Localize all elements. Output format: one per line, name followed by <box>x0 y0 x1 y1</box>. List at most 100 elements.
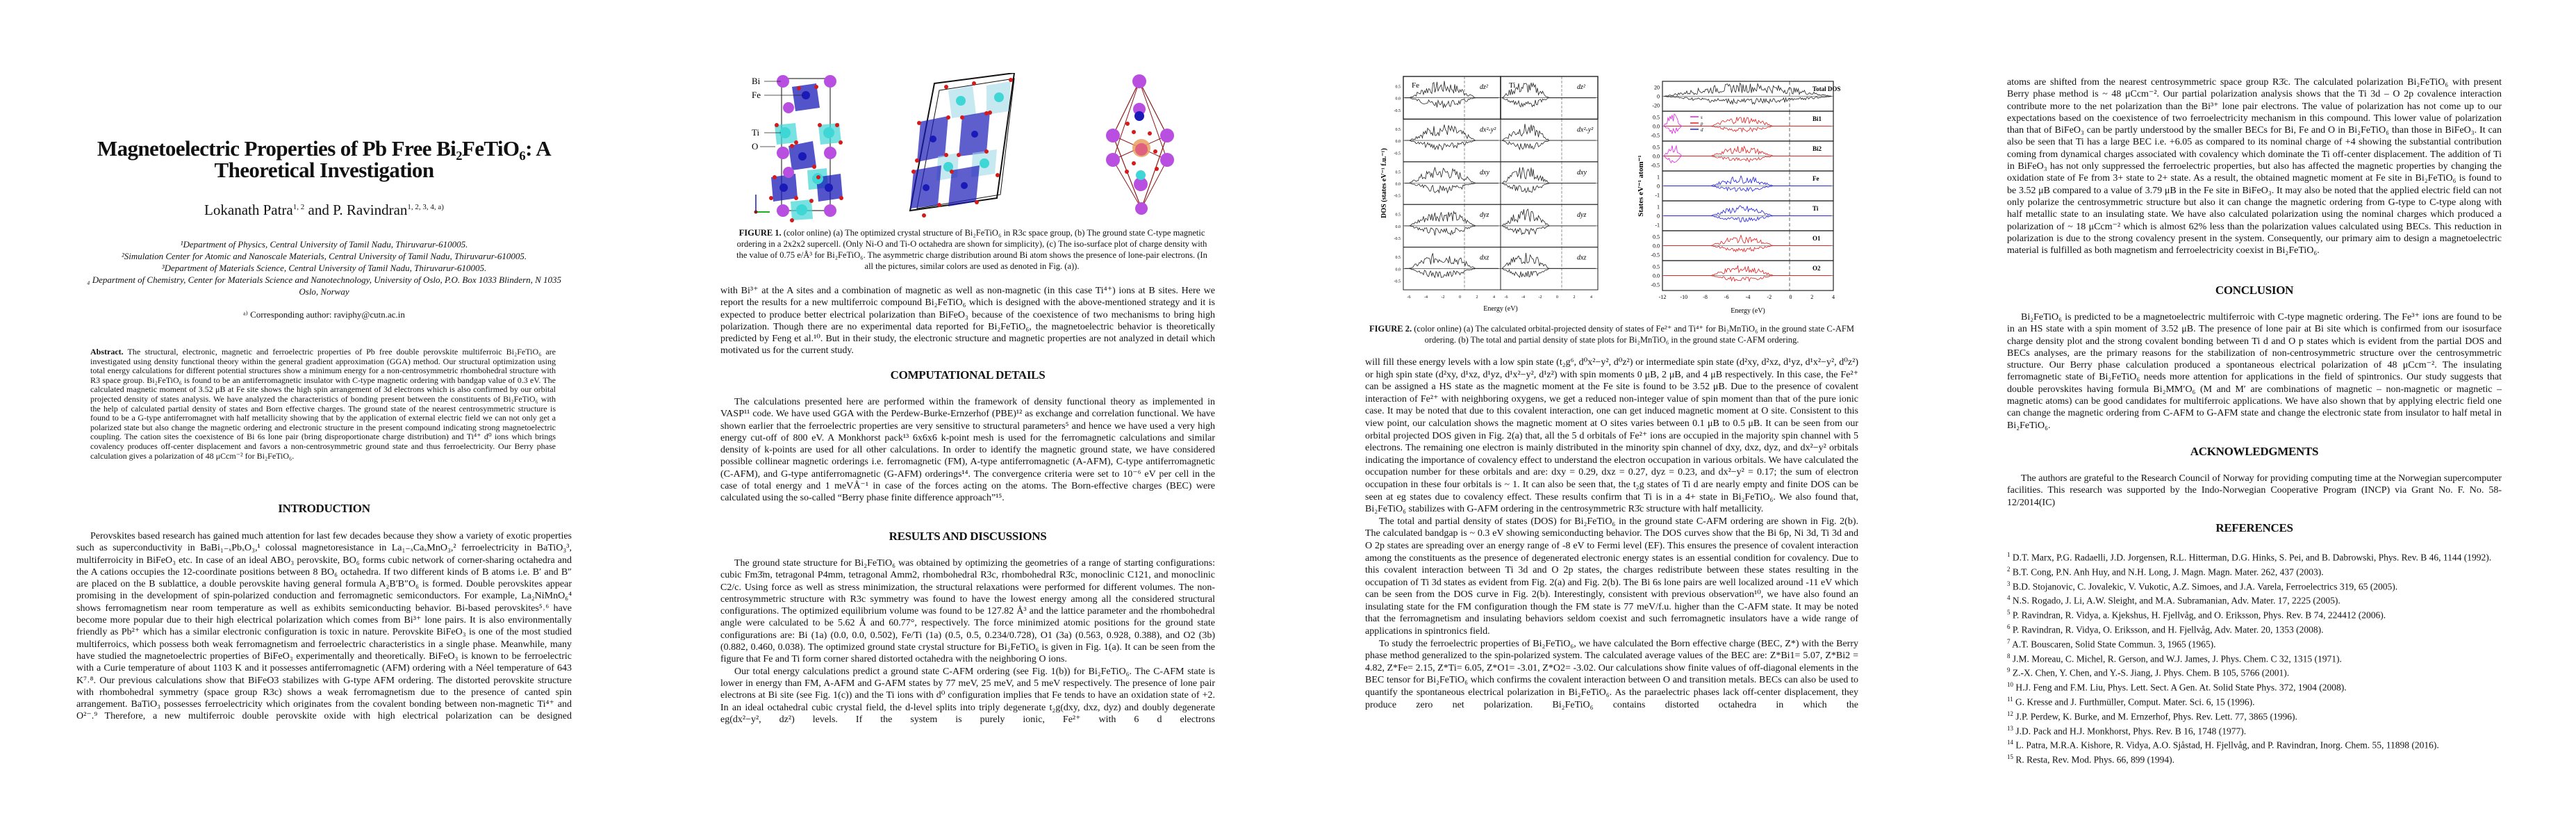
y-tick-label: -0.5 <box>1394 237 1401 241</box>
y-tick-label: 0 <box>1657 183 1660 190</box>
orbital-label: dx²-y² <box>1577 126 1594 133</box>
reference-number: 12 <box>2007 710 2013 717</box>
y-tick-label: 0 <box>1657 213 1660 220</box>
reference-number: 1 <box>2007 551 2011 558</box>
corresponding-author: ᵃ⁾ Corresponding author: raviphy@cutn.ac… <box>243 309 405 320</box>
y-tick-label: -1 <box>1655 222 1660 228</box>
dos-curve <box>1501 97 1596 108</box>
panel-label: Bi1 <box>1813 115 1822 122</box>
y-tick-label: 0.5 <box>1653 115 1660 121</box>
reference-text: J.P. Perdew, K. Burke, and M. Ernzerhof,… <box>2013 711 2297 722</box>
reference-item: 7 A.T. Bouscaren, Solid State Commun. 3,… <box>2007 636 2502 651</box>
abstract-label: Abstract. <box>90 347 124 357</box>
reference-list: 1 D.T. Marx, P.G. Radaelli, J.D. Jorgens… <box>2007 549 2502 766</box>
paragraph: The calculations presented here are perf… <box>720 397 1215 504</box>
y-tick-label: -0.5 <box>1651 162 1660 168</box>
y-tick-label: -0.5 <box>1651 252 1660 258</box>
reference-text: B.D. Stojanovic, C. Jovalekic, V. Vukoti… <box>2010 581 2398 592</box>
section-heading-acknowledgments: ACKNOWLEDGMENTS <box>2190 445 2319 458</box>
partial-dos-curve <box>1664 245 1832 253</box>
x-axis-label: Energy (eV) <box>1483 305 1518 313</box>
y-axis-label: DOS (states eV⁻¹ f.u.⁻¹) <box>1380 148 1388 218</box>
reference-item: 6 P. Ravindran, R. Vidya, O. Eriksson, a… <box>2007 621 2502 636</box>
reference-number: 8 <box>2007 652 2011 660</box>
total-dos-curve <box>1663 82 1832 97</box>
y-tick-label: 0.5 <box>1396 85 1401 90</box>
reference-text: N.S. Rogado, J. Li, A.W. Sleight, and M.… <box>2010 595 2340 606</box>
atom-label-bi: Bi <box>752 76 761 86</box>
dos-curve <box>1405 268 1498 279</box>
affiliation: ¹Department of Physics, Central Universi… <box>180 239 468 250</box>
reference-text: L. Patra, M.R.A. Kishore, R. Vidya, A.O.… <box>2013 739 2439 751</box>
section-heading-conclusion: CONCLUSION <box>2215 284 2294 297</box>
reference-text: J.M. Moreau, C. Michel, R. Gerson, and W… <box>2010 653 2342 664</box>
column-label: Ti <box>1509 81 1515 90</box>
y-tick-label: -20 <box>1652 102 1660 108</box>
section-body-introduction-continued: with Bi³⁺ at the A sites and a combinati… <box>720 285 1215 357</box>
y-tick-label: 0.0 <box>1396 183 1401 187</box>
x-tick-label: -6 <box>1505 295 1508 300</box>
y-tick-label: -1 <box>1655 192 1660 198</box>
dos-curve <box>1501 268 1596 279</box>
partial-dos-curve <box>1664 156 1832 163</box>
paragraph: The total and partial density of states … <box>1365 516 1858 637</box>
y-tick-label: 0.0 <box>1653 243 1660 250</box>
author-list: Lokanath Patra1, 2 and P. Ravindran1, 2,… <box>76 202 572 219</box>
y-tick-label: 0.5 <box>1396 128 1401 132</box>
panel-label: O2 <box>1813 265 1821 272</box>
y-tick-label: 20 <box>1654 85 1660 91</box>
dos-curve <box>1405 140 1498 151</box>
y-tick-label: 0.0 <box>1396 97 1401 101</box>
partial-dos-curve <box>1664 215 1832 223</box>
reference-text: D.T. Marx, P.G. Radaelli, J.D. Jorgensen… <box>2010 552 2492 563</box>
paragraph: Perovskites based research has gained mu… <box>76 531 572 722</box>
author-name: Lokanath Patra <box>204 202 293 218</box>
legend-label: d <box>1701 127 1703 133</box>
x-tick-label: -2 <box>1442 295 1445 300</box>
x-tick-label: -4 <box>1424 295 1428 300</box>
reference-text: P. Ravindran, R. Vidya, O. Eriksson, and… <box>2010 624 2324 635</box>
reference-text: J.D. Pack and H.J. Monkhorst, Phys. Rev.… <box>2013 726 2247 737</box>
abstract: Abstract. The structural, electronic, ma… <box>90 347 556 461</box>
figure-1-caption: FIGURE 1. (color online) (a) The optimiz… <box>732 227 1212 272</box>
figure-2-density-of-states: dz² Fe 0.5 0.0 -0.5 dx²-y² 0.5 0.0 -0.5 dxy 0.5 0.0… <box>1380 76 1840 315</box>
x-tick-label: 4 <box>1832 294 1835 300</box>
section-heading-introduction: INTRODUCTION <box>278 502 370 515</box>
author-name: P. Ravindran <box>333 202 408 218</box>
y-tick-label: -0.5 <box>1651 132 1660 138</box>
reference-number: 3 <box>2007 580 2011 587</box>
paragraph: atoms are shifted from the nearest centr… <box>2007 77 2502 256</box>
x-tick-label: 0 <box>1459 295 1461 300</box>
section-body-acknowledgments: The authors are grateful to the Research… <box>2007 473 2502 509</box>
reference-item: 15 R. Resta, Rev. Mod. Phys. 66, 899 (19… <box>2007 751 2502 766</box>
paragraph: Bi₂FeTiO₆ is predicted to be a magnetoel… <box>2007 312 2502 431</box>
reference-number: 6 <box>2007 623 2011 630</box>
partial-dos-curve <box>1664 265 1832 276</box>
reference-item: 1 D.T. Marx, P.G. Radaelli, J.D. Jorgens… <box>2007 549 2502 564</box>
section-body-results: The ground state structure for Bi₂FeTiO₆… <box>720 557 1215 726</box>
paragraph: The authors are grateful to the Research… <box>2007 473 2502 508</box>
reference-text: B.T. Cong, P.N. Anh Huy, and N.H. Long, … <box>2010 566 2324 578</box>
x-tick-label: 2 <box>1810 294 1813 300</box>
reference-text: A.T. Bouscaren, Solid State Commun. 3, 1… <box>2010 639 2216 650</box>
reference-text: R. Resta, Rev. Mod. Phys. 66, 899 (1994)… <box>2013 754 2174 765</box>
reference-item: 10 H.J. Feng and F.M. Liu, Phys. Lett. S… <box>2007 679 2502 694</box>
reference-item: 5 P. Ravindran, R. Vidya, a. Kjekshus, H… <box>2007 607 2502 621</box>
y-tick-label: -0.5 <box>1394 152 1401 156</box>
y-tick-label: 0.5 <box>1653 234 1660 240</box>
x-tick-label: -4 <box>1521 295 1525 300</box>
x-tick-label: -6 <box>1407 295 1411 300</box>
reference-item: 3 B.D. Stojanovic, C. Jovalekic, V. Vuko… <box>2007 578 2502 593</box>
dos-curve <box>1405 97 1498 108</box>
panel-label: O1 <box>1813 235 1821 242</box>
author-affiliation-marks: 1, 2 <box>292 203 305 211</box>
section-heading-references: REFERENCES <box>2215 521 2293 534</box>
reference-number: 15 <box>2007 753 2013 761</box>
author-conjunction: and <box>304 202 333 218</box>
partial-dos-curve <box>1664 126 1832 133</box>
reference-item: 11 G. Kresse and J. Furthmüller, Comput.… <box>2007 694 2502 708</box>
dos-curve <box>1405 183 1498 194</box>
section-body-computational-details: The calculations presented here are perf… <box>720 396 1215 505</box>
partial-dos-curve <box>1664 145 1832 156</box>
reference-number: 2 <box>2007 565 2011 573</box>
